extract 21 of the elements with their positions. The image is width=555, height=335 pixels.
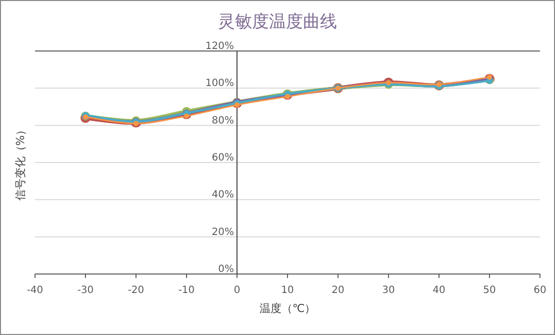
x-tick-label: 30 <box>382 285 395 296</box>
x-axis-title: 温度（℃） <box>259 302 316 315</box>
x-tick-label: 50 <box>483 285 496 296</box>
y-tick-label: 60% <box>212 152 234 164</box>
y-tick-label: 40% <box>212 190 234 201</box>
x-tick-label: 40 <box>432 285 446 296</box>
x-tick-label: -20 <box>128 285 144 296</box>
x-tick-label: -10 <box>178 285 195 296</box>
x-tick-label: -30 <box>77 285 94 296</box>
x-tick-label: 10 <box>281 285 294 296</box>
y-tick-label: 0% <box>218 264 234 275</box>
x-tick-label: -40 <box>26 285 44 296</box>
x-tick-label: 0 <box>234 285 240 296</box>
x-tick-label: 60 <box>534 285 546 296</box>
chart-title: 灵敏度温度曲线 <box>218 12 337 32</box>
y-axis-title: 信号变化（%） <box>14 124 27 201</box>
y-tick-label: 100% <box>205 78 234 90</box>
y-tick-label: 20% <box>212 226 234 238</box>
y-tick-label: 80% <box>212 115 234 126</box>
x-tick-label: 20 <box>332 285 344 296</box>
y-tick-label: 120% <box>205 41 234 52</box>
